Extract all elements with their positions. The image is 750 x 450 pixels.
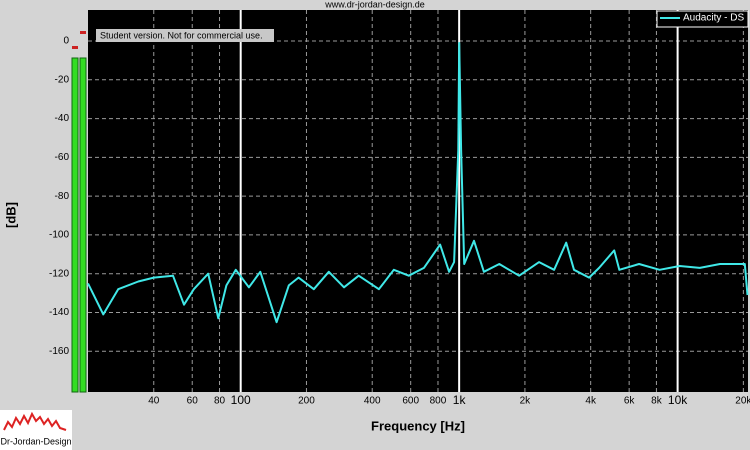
- x-tick-label: 4k: [585, 396, 597, 407]
- logo-box: [0, 410, 72, 450]
- x-tick-label: 8k: [651, 396, 663, 407]
- x-tick-label: 600: [402, 396, 419, 407]
- peak-marker: [72, 46, 78, 49]
- x-tick-label: 1k: [453, 393, 467, 407]
- level-meter: [79, 57, 87, 393]
- logo-text: Dr-Jordan-Design: [0, 436, 71, 446]
- x-tick-label: 40: [148, 396, 160, 407]
- logo: Dr-Jordan-Design: [0, 410, 72, 450]
- plot-area: [88, 10, 748, 392]
- y-tick-label: -60: [55, 152, 70, 163]
- level-meter: [71, 57, 79, 393]
- logo-graphic: [3, 411, 67, 431]
- y-tick-label: -120: [49, 268, 69, 279]
- x-tick-label: 100: [231, 393, 251, 407]
- y-tick-label: -20: [55, 74, 70, 85]
- peak-marker: [80, 31, 86, 34]
- annotation: Student version. Not for commercial use.: [100, 30, 263, 40]
- y-tick-label: -80: [55, 191, 70, 202]
- y-tick-label: -140: [49, 307, 69, 318]
- legend-label: Audacity - DS: [683, 13, 744, 24]
- series-line: [87, 42, 749, 324]
- y-tick-label: -100: [49, 230, 69, 241]
- y-tick-label: 0: [63, 36, 69, 47]
- annotation-box: [96, 29, 274, 42]
- x-tick-label: 60: [187, 396, 199, 407]
- x-tick-label: 20k: [735, 396, 750, 407]
- legend-box: [656, 10, 749, 28]
- x-tick-label: 200: [298, 396, 315, 407]
- x-tick-label: 2k: [520, 396, 532, 407]
- x-axis-label: Frequency [Hz]: [371, 418, 465, 433]
- y-axis-label: [dB]: [3, 202, 18, 228]
- x-tick-label: 400: [364, 396, 381, 407]
- x-tick-label: 6k: [624, 396, 636, 407]
- y-tick-label: -160: [49, 346, 69, 357]
- x-tick-label: 80: [214, 396, 226, 407]
- y-tick-label: -40: [55, 113, 70, 124]
- x-tick-label: 800: [430, 396, 447, 407]
- x-tick-label: 10k: [668, 393, 688, 407]
- url: www.dr-jordan-design.de: [324, 0, 425, 9]
